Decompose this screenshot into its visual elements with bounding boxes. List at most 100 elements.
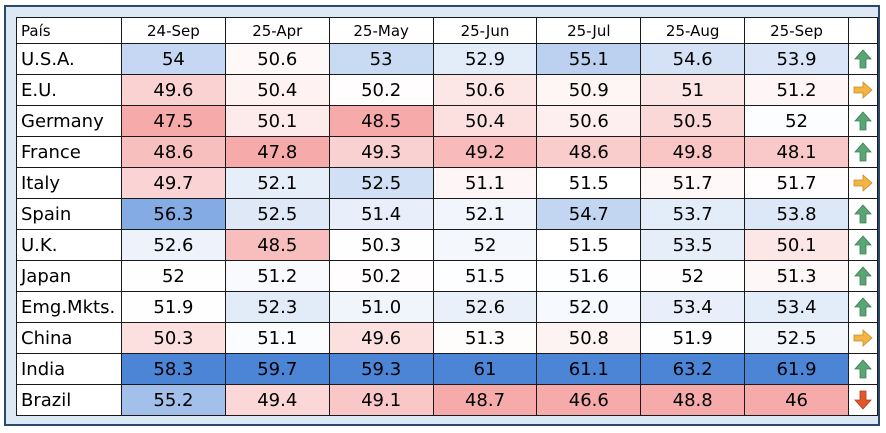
pmi-value: 51.7	[640, 167, 746, 199]
pmi-value: 51.1	[224, 322, 330, 354]
pmi-value: 50.5	[640, 105, 746, 137]
pmi-value: 52.1	[432, 198, 538, 230]
country-name: Emg.Mkts.	[16, 291, 122, 323]
data-row: E.U. 49.6 50.4 50.2 50.6 50.9 51 51.2	[16, 74, 879, 106]
pmi-value: 54	[120, 43, 226, 75]
country-name: Brazil	[16, 384, 122, 416]
pmi-value: 50.1	[744, 229, 849, 261]
pmi-value: 56.3	[120, 198, 226, 230]
data-row: France 48.6 47.8 49.3 49.2 48.6 49.8 48.1	[16, 136, 879, 168]
pmi-value: 51.5	[432, 260, 538, 292]
arrow-icon	[853, 329, 873, 347]
data-row: U.K. 52.6 48.5 50.3 52 51.5 53.5 50.1	[16, 229, 879, 261]
trend-arrow	[847, 229, 879, 261]
country-name: China	[16, 322, 122, 354]
pmi-value: 47.8	[224, 136, 330, 168]
pmi-value: 51.3	[432, 322, 538, 354]
pmi-value: 52.5	[744, 322, 849, 354]
data-row: China 50.3 51.1 49.6 51.3 50.8 51.9 52.5	[16, 322, 879, 354]
pmi-value: 53.4	[640, 291, 746, 323]
pmi-value: 51.9	[120, 291, 226, 323]
country-name: France	[16, 136, 122, 168]
pmi-value: 51	[640, 74, 746, 106]
pmi-value: 49.3	[328, 136, 434, 168]
trend-arrow	[847, 198, 879, 230]
trend-arrow	[847, 384, 879, 416]
country-name: U.S.A.	[16, 43, 122, 75]
column-header: 25-Sep	[744, 17, 849, 44]
pmi-value: 48.7	[432, 384, 538, 416]
pmi-value: 50.6	[224, 43, 330, 75]
pmi-value: 53.5	[640, 229, 746, 261]
pmi-value: 50.2	[328, 74, 434, 106]
pmi-value: 51.1	[432, 167, 538, 199]
data-row: Emg.Mkts. 51.9 52.3 51.0 52.6 52.0 53.4 53.4	[16, 291, 879, 323]
column-header: 25-Aug	[640, 17, 746, 44]
arrow-icon	[853, 81, 873, 99]
pmi-value: 52.6	[120, 229, 226, 261]
pmi-value: 50.6	[536, 105, 642, 137]
column-header: 25-Jun	[432, 17, 538, 44]
pmi-value: 61.9	[744, 353, 849, 385]
arrow-icon	[854, 142, 872, 162]
pmi-value: 50.9	[536, 74, 642, 106]
pmi-value: 50.6	[432, 74, 538, 106]
pmi-value: 58.3	[120, 353, 226, 385]
trend-arrow	[847, 105, 879, 137]
pmi-value: 51.2	[224, 260, 330, 292]
pmi-value: 59.3	[328, 353, 434, 385]
country-name: Japan	[16, 260, 122, 292]
pmi-value: 59.7	[224, 353, 330, 385]
pmi-value: 46.6	[536, 384, 642, 416]
pmi-value: 55.1	[536, 43, 642, 75]
pmi-value: 52.1	[224, 167, 330, 199]
header-row: País 24-Sep 25-Apr 25-May 25-Jun 25-Jul 25-Aug…	[16, 17, 879, 44]
trend-arrow	[847, 74, 879, 106]
pmi-value: 52.6	[432, 291, 538, 323]
pmi-value: 48.6	[536, 136, 642, 168]
trend-arrow	[847, 43, 879, 75]
pmi-value: 50.3	[328, 229, 434, 261]
trend-header	[847, 17, 879, 44]
country-name: Italy	[16, 167, 122, 199]
pmi-value: 51.5	[536, 229, 642, 261]
arrow-icon	[854, 297, 872, 317]
pmi-value: 50.4	[432, 105, 538, 137]
pmi-value: 49.2	[432, 136, 538, 168]
country-name: U.K.	[16, 229, 122, 261]
trend-arrow	[847, 136, 879, 168]
pmi-value: 48.5	[328, 105, 434, 137]
arrow-icon	[854, 359, 872, 379]
pmi-value: 52	[744, 105, 849, 137]
column-header: 24-Sep	[120, 17, 226, 44]
country-name: Germany	[16, 105, 122, 137]
pmi-value: 54.7	[536, 198, 642, 230]
data-row: U.S.A. 54 50.6 53 52.9 55.1 54.6 53.9	[16, 43, 879, 75]
data-row: Spain 56.3 52.5 51.4 52.1 54.7 53.7 53.8	[16, 198, 879, 230]
trend-arrow	[847, 322, 879, 354]
pmi-value: 51.0	[328, 291, 434, 323]
pmi-value: 51.3	[744, 260, 849, 292]
arrow-icon	[854, 390, 872, 410]
pmi-value: 52	[120, 260, 226, 292]
arrow-icon	[853, 174, 873, 192]
pmi-value: 52.0	[536, 291, 642, 323]
trend-arrow	[847, 260, 879, 292]
pmi-value: 49.4	[224, 384, 330, 416]
pmi-value: 55.2	[120, 384, 226, 416]
pmi-value: 52.5	[224, 198, 330, 230]
pmi-value: 49.6	[120, 74, 226, 106]
pmi-value: 53.8	[744, 198, 849, 230]
pmi-value: 50.1	[224, 105, 330, 137]
pmi-table: País 24-Sep 25-Apr 25-May 25-Jun 25-Jul 25-Aug…	[16, 17, 879, 416]
pmi-value: 51.7	[744, 167, 849, 199]
pmi-value: 53	[328, 43, 434, 75]
pmi-value: 51.4	[328, 198, 434, 230]
pmi-value: 53.9	[744, 43, 849, 75]
column-header: 25-Apr	[224, 17, 330, 44]
country-name: E.U.	[16, 74, 122, 106]
country-name: Spain	[16, 198, 122, 230]
data-row: Germany 47.5 50.1 48.5 50.4 50.6 50.5 52	[16, 105, 879, 137]
pmi-value: 53.4	[744, 291, 849, 323]
pmi-value: 49.1	[328, 384, 434, 416]
